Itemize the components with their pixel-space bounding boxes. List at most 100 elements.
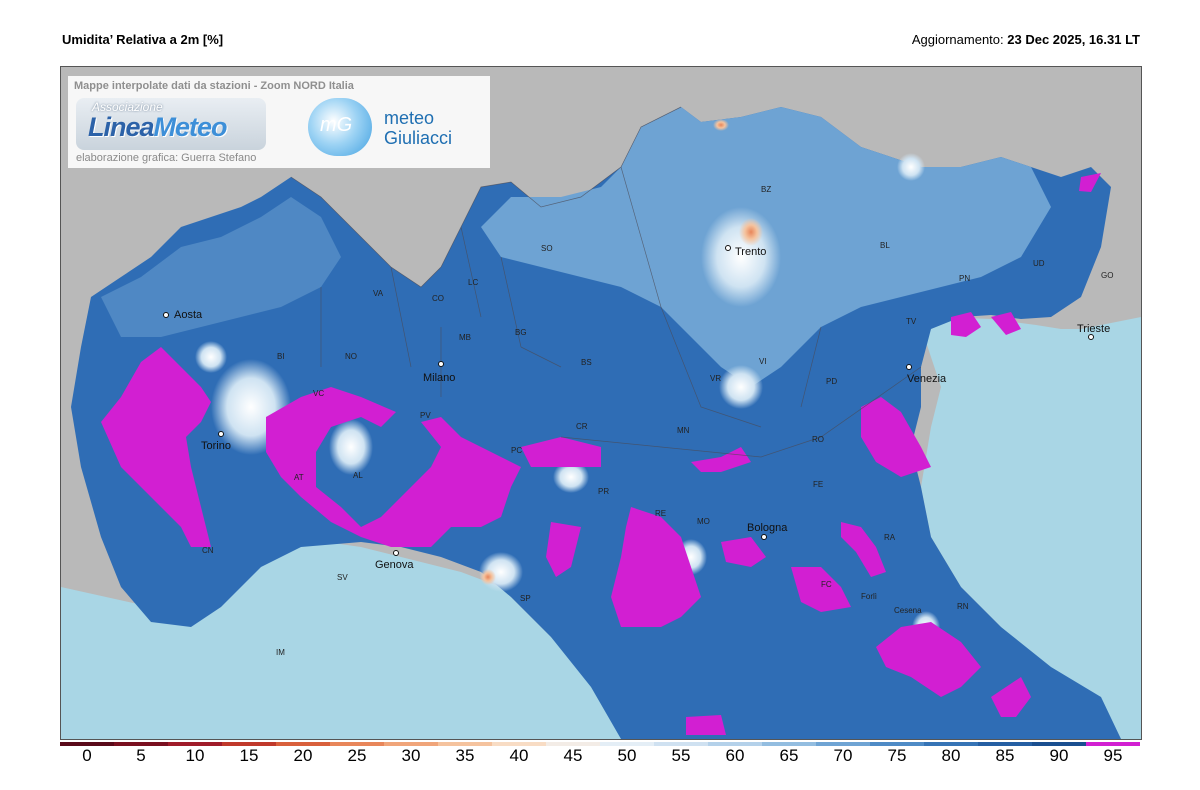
- legend-tick-label: 65: [779, 746, 799, 765]
- legend-swatch: [60, 742, 114, 746]
- credits-subtitle: Mappe interpolate dati da stazioni - Zoo…: [74, 80, 354, 92]
- legend-swatch: [978, 742, 1032, 746]
- legend-swatch: [654, 742, 708, 746]
- city-label: Trieste: [1077, 323, 1110, 335]
- legend-tick-label: 45: [563, 746, 583, 765]
- humidity-map: Aosta Torino Milano Genova Trento Bologn…: [60, 66, 1142, 740]
- city-label: Aosta: [174, 309, 203, 321]
- graphics-credit: elaborazione grafica: Guerra Stefano: [76, 152, 257, 164]
- province-label: Forlì: [861, 592, 877, 601]
- province-label: NO: [345, 352, 357, 361]
- legend-tick-label: 55: [671, 746, 691, 765]
- province-label: SO: [541, 244, 553, 253]
- city-markers: Aosta Torino Milano Genova Trento Bologn…: [163, 245, 1110, 571]
- legend-swatch: [438, 742, 492, 746]
- legend-tick-label: 0: [82, 746, 92, 765]
- city-label: Genova: [375, 559, 414, 571]
- city-label: Milano: [423, 372, 455, 384]
- saturated-zones: [101, 173, 1101, 735]
- meteo-giuliacci-line2: Giuliacci: [384, 128, 453, 148]
- legend-swatch: [870, 742, 924, 746]
- legend-tick-label: 40: [509, 746, 529, 765]
- hot-spot-liguria: [480, 569, 496, 585]
- logo-name-a: Linea: [88, 112, 155, 142]
- province-label: RE: [655, 509, 666, 518]
- legend-swatch: [924, 742, 978, 746]
- legend-tick-label: 5: [136, 746, 146, 765]
- province-labels: BZ SO BL UD GO PN TV VA CO LC BI NO MB B…: [202, 185, 1113, 657]
- dry-spot-alessandria: [329, 419, 373, 475]
- province-label: Cesena: [894, 606, 922, 615]
- city-label: Torino: [201, 440, 231, 452]
- province-label: RA: [884, 533, 896, 542]
- city-label: Bologna: [747, 522, 788, 534]
- province-label: SP: [520, 594, 531, 603]
- adriatic-sea: [921, 317, 1141, 739]
- province-label: TV: [906, 317, 917, 326]
- province-label: FE: [813, 480, 823, 489]
- hot-spot-bz: [713, 119, 729, 131]
- logo-association-text: Associazione: [92, 100, 163, 114]
- legend-swatch: [114, 742, 168, 746]
- province-label: FC: [821, 580, 832, 589]
- province-label: MN: [677, 426, 690, 435]
- update-info: Aggiornamento: 23 Dec 2025, 16.31 LT: [912, 32, 1140, 47]
- legend-tick-label: 30: [401, 746, 421, 765]
- legend-tick-label: 20: [293, 746, 313, 765]
- legend-swatch: [384, 742, 438, 746]
- legend-tick-label: 60: [725, 746, 745, 765]
- admin-borders: [290, 106, 922, 458]
- legend-swatch: [762, 742, 816, 746]
- legend-tick-label: 35: [455, 746, 475, 765]
- province-label: PR: [598, 487, 609, 496]
- province-label: MB: [459, 333, 471, 342]
- province-label: BZ: [761, 185, 771, 194]
- province-label: LC: [468, 278, 478, 287]
- province-label: BL: [880, 241, 890, 250]
- map-title: Umidita’ Relativa a 2m [%]: [62, 32, 224, 47]
- mg-badge-text: mG: [320, 114, 353, 136]
- legend-tick-label: 70: [833, 746, 853, 765]
- dry-spot-belluno: [897, 153, 925, 181]
- province-label: BG: [515, 328, 527, 337]
- update-datetime: 23 Dec 2025, 16.31 LT: [1007, 32, 1140, 47]
- legend-swatch: [708, 742, 762, 746]
- province-label: RN: [957, 602, 969, 611]
- legend-tick-label: 25: [347, 746, 367, 765]
- legend-tick-label: 50: [617, 746, 637, 765]
- credits-box: Mappe interpolate dati da stazioni - Zoo…: [68, 76, 490, 168]
- province-label: CO: [432, 294, 444, 303]
- legend-tick-label: 80: [941, 746, 961, 765]
- province-label: PD: [826, 377, 837, 386]
- province-label: PN: [959, 274, 970, 283]
- logo-name: LineaMeteo: [88, 112, 228, 143]
- legend-swatch: [492, 742, 546, 746]
- legend-tick-label: 85: [995, 746, 1015, 765]
- legend-tick-label: 95: [1103, 746, 1123, 765]
- update-label: Aggiornamento:: [911, 32, 1004, 47]
- province-label: MO: [697, 517, 710, 526]
- humidity-legend: 0 5 10 15 20 25 30 35 40 45 50 55 60 65 70 75 80 85 90 95: [60, 742, 1140, 790]
- legend-color-bar: [60, 742, 1140, 746]
- legend-swatch: [1032, 742, 1086, 746]
- logo-name-b: Meteo: [153, 112, 228, 142]
- province-label: BI: [277, 352, 285, 361]
- dry-spot-vicenza: [719, 365, 763, 409]
- legend-tick-label: 75: [887, 746, 907, 765]
- province-label: IM: [276, 648, 285, 657]
- legend-swatch: [168, 742, 222, 746]
- city-label: Venezia: [907, 373, 947, 385]
- province-label: UD: [1033, 259, 1045, 268]
- province-label: VA: [373, 289, 384, 298]
- legend-swatch: [546, 742, 600, 746]
- legend-tick-label: 90: [1049, 746, 1069, 765]
- legend-tick-label: 10: [185, 746, 205, 765]
- province-label: AT: [294, 473, 304, 482]
- province-label: RO: [812, 435, 824, 444]
- province-label: BS: [581, 358, 592, 367]
- legend-swatch: [222, 742, 276, 746]
- province-label: SV: [337, 573, 348, 582]
- province-label: GO: [1101, 271, 1113, 280]
- province-label: AL: [353, 471, 363, 480]
- alps-band-west: [101, 197, 341, 337]
